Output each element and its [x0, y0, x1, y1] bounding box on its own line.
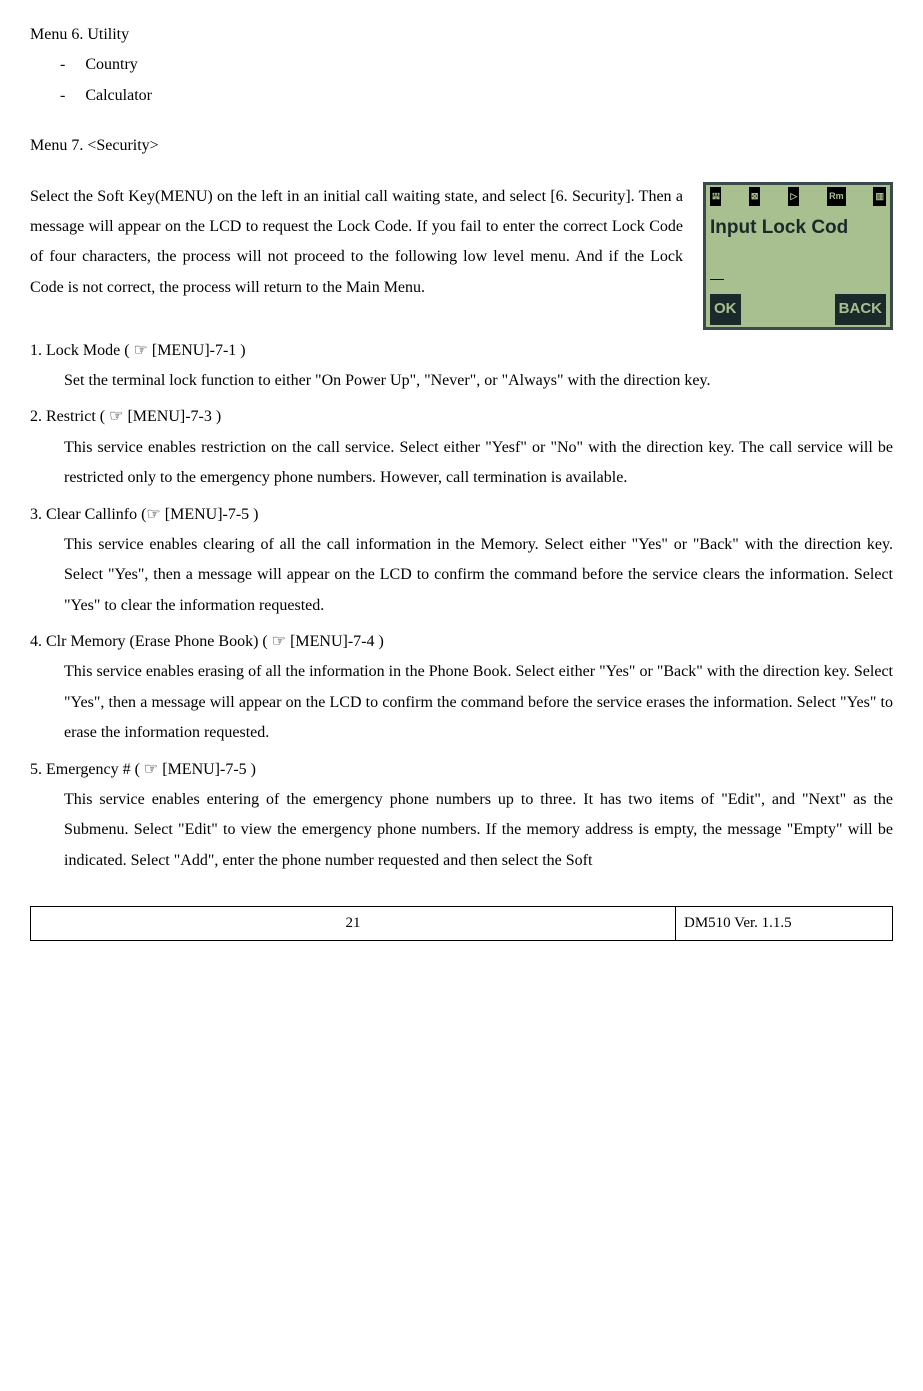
item4-heading: 4. Clr Memory (Erase Phone Book) ( ☞ [ME… — [30, 627, 893, 657]
item2-body: This service enables restriction on the … — [30, 433, 893, 494]
battery-icon: ▥ — [873, 187, 886, 206]
menu7-intro: Select the Soft Key(MENU) on the left in… — [30, 182, 683, 304]
menu6-item: Country — [85, 50, 137, 80]
lcd-cursor: — — [706, 265, 890, 292]
item1-body: Set the terminal lock function to either… — [30, 366, 893, 396]
lcd-main-text: Input Lock Cod — [706, 208, 890, 254]
bullet: - — [60, 81, 65, 111]
item4-body: This service enables erasing of all the … — [30, 657, 893, 748]
signal-icon: 𝍏 — [710, 187, 721, 206]
page-number: 21 — [31, 907, 676, 940]
play-icon: ▷ — [788, 187, 799, 206]
lcd-ok: OK — [710, 294, 741, 325]
item3-body: This service enables clearing of all the… — [30, 530, 893, 621]
item5-heading: 5. Emergency # ( ☞ [MENU]-7-5 ) — [30, 755, 893, 785]
item3-heading: 3. Clear Callinfo (☞ [MENU]-7-5 ) — [30, 500, 893, 530]
menu7-title: Menu 7. <Security> — [30, 131, 893, 161]
page-footer: 21 DM510 Ver. 1.1.5 — [30, 906, 893, 941]
lcd-back: BACK — [835, 294, 886, 325]
lcd-status-bar: 𝍏 ⊠ ▷ Rm ▥ — [706, 185, 890, 208]
menu6-item: Calculator — [85, 81, 152, 111]
menu6-list: -Country -Calculator — [30, 50, 893, 111]
doc-version: DM510 Ver. 1.1.5 — [676, 907, 892, 940]
rm-icon: Rm — [827, 187, 846, 206]
bullet: - — [60, 50, 65, 80]
lcd-screenshot: 𝍏 ⊠ ▷ Rm ▥ Input Lock Cod — OK BACK — [703, 182, 893, 330]
lcd-softkeys: OK BACK — [706, 292, 890, 327]
item1-heading: 1. Lock Mode ( ☞ [MENU]-7-1 ) — [30, 336, 893, 366]
item2-heading: 2. Restrict ( ☞ [MENU]-7-3 ) — [30, 402, 893, 432]
menu6-title: Menu 6. Utility — [30, 20, 893, 50]
mail-icon: ⊠ — [749, 187, 761, 206]
item5-body: This service enables entering of the eme… — [30, 785, 893, 876]
